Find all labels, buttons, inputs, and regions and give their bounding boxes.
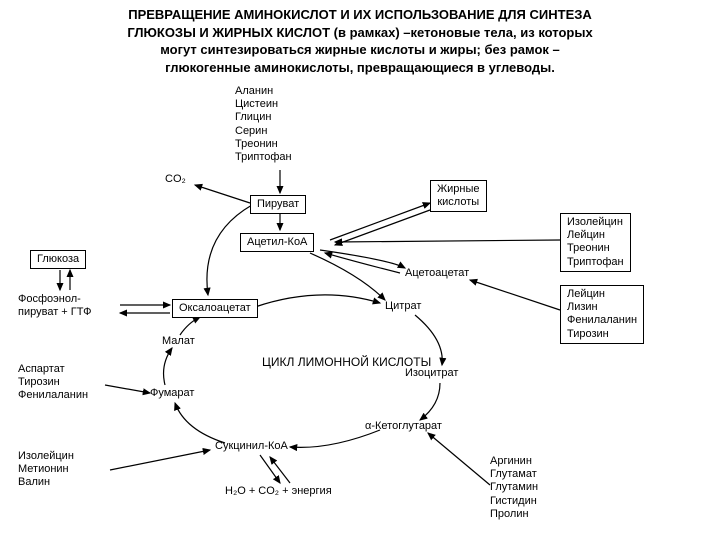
- alpha-kg-label: α-Кетоглутарат: [365, 420, 442, 433]
- succinyl-coa-label: Сукцинил-КоА: [215, 440, 288, 453]
- aa-group-5: Изолейцин Метионин Валин: [18, 450, 74, 490]
- cycle-center-label: ЦИКЛ ЛИМОННОЙ КИСЛОТЫ: [262, 355, 431, 369]
- aa-group-2-box: Изолейцин Лейцин Треонин Триптофан: [560, 213, 631, 272]
- diagram-title: ПРЕВРАЩЕНИЕ АМИНОКИСЛОТ И ИХ ИСПОЛЬЗОВАН…: [0, 0, 720, 80]
- title-line1: ПРЕВРАЩЕНИЕ АМИНОКИСЛОТ И ИХ ИСПОЛЬЗОВАН…: [128, 7, 592, 22]
- oxaloacetate-box: Оксалоацетат: [172, 299, 258, 318]
- aa-group-6: Аргинин Глутамат Глутамин Гистидин Проли…: [490, 455, 538, 521]
- pyruvate-box: Пируват: [250, 195, 306, 214]
- citrate-label: Цитрат: [385, 300, 421, 313]
- acetyl-coa-box: Ацетил-КоА: [240, 233, 314, 252]
- pep-label: Фосфоэнол- пируват + ГТФ: [18, 293, 91, 319]
- energy-label: H₂O + CO₂ + энергия: [225, 485, 332, 498]
- aa-group-1: Аланин Цистеин Глицин Серин Треонин Трип…: [235, 85, 292, 164]
- title-line4: глюкогенные аминокислоты, превращающиеся…: [165, 60, 555, 75]
- title-line2: ГЛЮКОЗЫ И ЖИРНЫХ КИСЛОТ (в рамках) –кето…: [127, 25, 592, 40]
- malate-label: Малат: [162, 335, 195, 348]
- glucose-box: Глюкоза: [30, 250, 86, 269]
- title-line3: могут синтезироваться жирные кислоты и ж…: [160, 42, 560, 57]
- acetoacetate-label: Ацетоацетат: [405, 267, 469, 280]
- co2-label: CO₂: [165, 173, 186, 186]
- aa-group-4: Аспартат Тирозин Фенилаланин: [18, 363, 88, 403]
- fatty-acids-box: Жирные кислоты: [430, 180, 487, 212]
- diagram-canvas: Аланин Цистеин Глицин Серин Треонин Трип…: [0, 85, 720, 540]
- fumarate-label: Фумарат: [150, 387, 194, 400]
- aa-group-3-box: Лейцин Лизин Фенилаланин Тирозин: [560, 285, 644, 344]
